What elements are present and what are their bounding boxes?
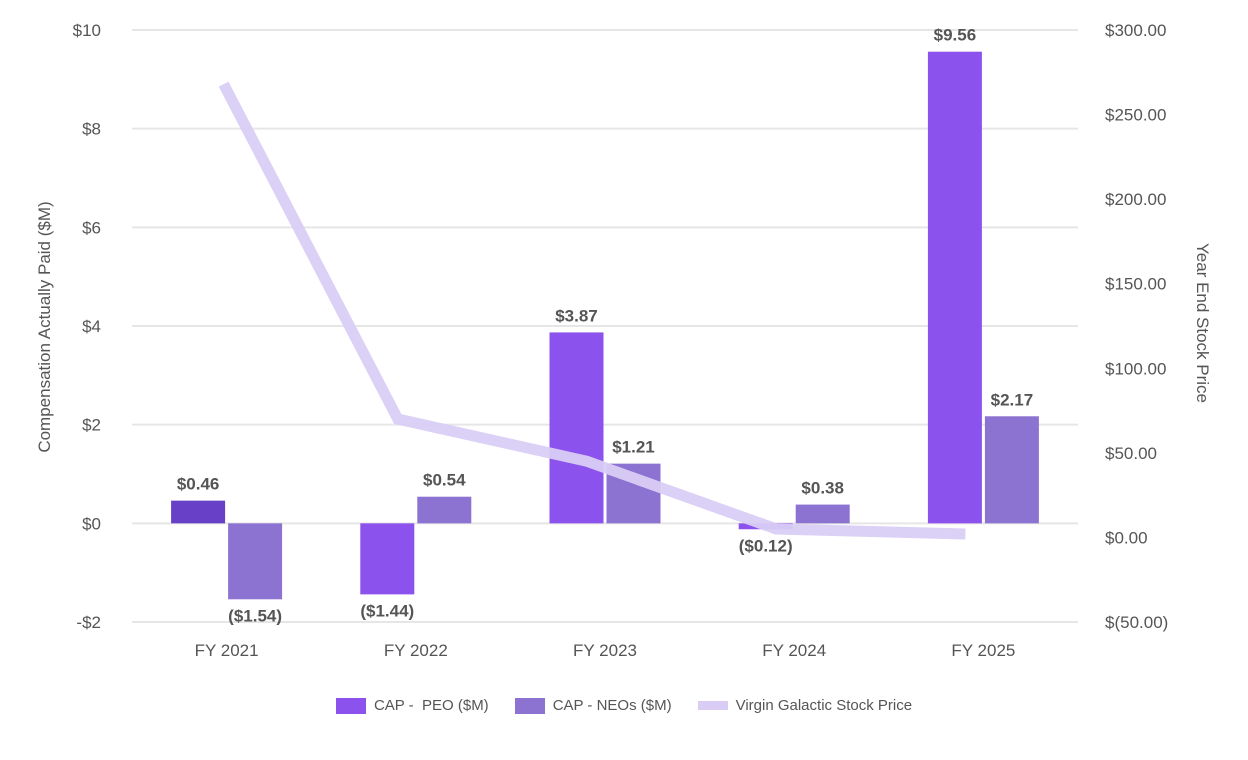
bar-peo [171, 500, 226, 524]
legend-label-stock: Virgin Galactic Stock Price [735, 697, 913, 714]
legend-item-stock: Virgin Galactic Stock Price [697, 697, 913, 714]
data-labels: $0.46 ($1.54) ($1.44) $0.54 $3.87 $1.21 ($0.12… [177, 26, 1033, 626]
legend-swatch-neos [514, 697, 545, 714]
data-label-neos: $0.38 [801, 479, 844, 498]
left-tick-label: -$2 [76, 613, 101, 632]
legend-item-neos: CAP - NEOs ($M) [514, 697, 672, 714]
bar-neos [417, 496, 472, 524]
bar-peo [360, 523, 415, 595]
left-axis-ticks: $10 $8 $6 $4 $2 $0 -$2 [73, 21, 101, 632]
bar-neos [228, 523, 283, 600]
stock-price-series [218, 81, 966, 540]
left-tick-label: $4 [82, 317, 101, 336]
right-tick-label: $200.00 [1105, 190, 1166, 209]
bar-series [171, 51, 1039, 600]
data-label-neos: ($1.54) [228, 606, 282, 625]
left-tick-label: $8 [82, 120, 101, 139]
gridlines [132, 29, 1078, 623]
data-label-neos: $1.21 [612, 438, 655, 457]
bar-neos [984, 416, 1039, 524]
bar-peo [927, 51, 982, 524]
data-label-peo: ($1.44) [360, 601, 414, 620]
x-axis-labels: FY 2021 FY 2022 FY 2023 FY 2024 FY 2025 [195, 641, 1016, 660]
legend: CAP - PEO ($M) CAP - NEOs ($M) Virgin Ga… [0, 697, 1248, 714]
right-tick-label: $250.00 [1105, 106, 1166, 125]
stock-price-line [218, 81, 966, 540]
data-label-peo: $0.46 [177, 475, 220, 494]
data-label-peo: ($0.12) [739, 536, 793, 555]
left-tick-label: $2 [82, 416, 101, 435]
legend-swatch-stock [697, 701, 728, 710]
left-tick-label: $6 [82, 218, 101, 237]
bar-peo [549, 332, 604, 524]
x-tick-label: FY 2023 [573, 641, 637, 660]
data-label-neos: $2.17 [991, 390, 1034, 409]
right-tick-label: $50.00 [1105, 444, 1157, 463]
x-tick-label: FY 2024 [762, 641, 826, 660]
right-axis-ticks: $300.00 $250.00 $200.00 $150.00 $100.00 $50.0… [1105, 21, 1168, 632]
right-tick-label: $300.00 [1105, 21, 1166, 40]
data-label-neos: $0.54 [423, 471, 466, 490]
right-tick-label: $0.00 [1105, 528, 1148, 547]
x-tick-label: FY 2025 [951, 641, 1015, 660]
compensation-chart: $10 $8 $6 $4 $2 $0 -$2 $300.00 $250.00 $200.00 $1… [35, 21, 1212, 660]
right-tick-label: $(50.00) [1105, 613, 1168, 632]
bar-neos [795, 504, 850, 524]
legend-swatch-peo [335, 697, 366, 714]
left-tick-label: $0 [82, 514, 101, 533]
right-tick-label: $100.00 [1105, 359, 1166, 378]
legend-item-peo: CAP - PEO ($M) [335, 697, 489, 714]
right-axis-title: Year End Stock Price [1193, 243, 1212, 403]
x-tick-label: FY 2021 [195, 641, 259, 660]
left-tick-label: $10 [73, 21, 101, 40]
data-label-peo: $3.87 [555, 306, 598, 325]
right-tick-label: $150.00 [1105, 275, 1166, 294]
left-axis-title: Compensation Actually Paid ($M) [35, 201, 54, 452]
x-tick-label: FY 2022 [384, 641, 448, 660]
data-label-peo: $9.56 [934, 26, 977, 45]
legend-label-peo: CAP - PEO ($M) [373, 697, 489, 714]
legend-label-neos: CAP - NEOs ($M) [552, 697, 672, 714]
